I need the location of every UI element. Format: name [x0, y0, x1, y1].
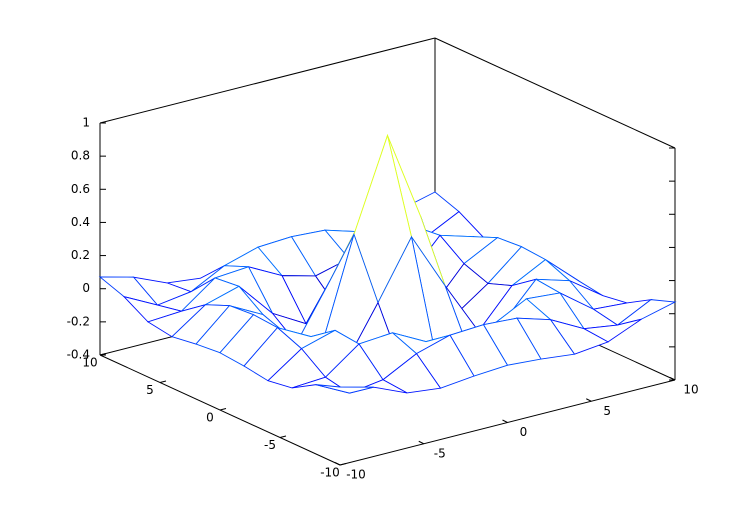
x-tick: [502, 419, 508, 423]
z-tick-label: 0.2: [71, 248, 90, 262]
y-tick-label: 10: [82, 356, 97, 370]
y-tick: [159, 380, 167, 383]
x-tick: [669, 377, 676, 381]
z-tick-label: -0.2: [67, 314, 90, 328]
z-tick-label: 0.8: [71, 149, 90, 163]
z-tick-label: 0.6: [71, 182, 90, 196]
mesh-cell: [315, 384, 374, 394]
z-tick-label: -0.4: [67, 348, 90, 362]
y-tick: [99, 353, 107, 356]
ticks: -0.4 -0.2 0 0.2 0.4 0.6 0.8 1 -10 -5 0 5 10 -10 -5 0 5 10: [67, 116, 699, 482]
axis-edge: [434, 37, 676, 149]
y-tick-label: -5: [264, 438, 276, 452]
y-tick: [219, 408, 227, 411]
x-tick-label: 5: [603, 404, 611, 418]
z-tick-label: 0.4: [71, 215, 90, 229]
y-tick-label: 0: [206, 411, 214, 425]
y-tick-label: -10: [320, 466, 340, 480]
x-tick-label: 0: [520, 425, 528, 439]
y-tick: [339, 463, 347, 466]
x-tick: [334, 462, 341, 466]
z-tick-label: 1: [82, 116, 90, 130]
axis-edge: [99, 37, 436, 124]
surface: [98, 133, 677, 394]
x-tick-label: -5: [434, 446, 446, 460]
y-tick: [279, 435, 287, 438]
z-tick-label: 0: [82, 281, 90, 295]
x-tick: [418, 440, 424, 445]
x-tick: [586, 398, 592, 402]
x-tick-label: -10: [346, 468, 366, 482]
y-tick-label: 5: [146, 383, 154, 397]
x-tick-label: 10: [683, 383, 698, 397]
